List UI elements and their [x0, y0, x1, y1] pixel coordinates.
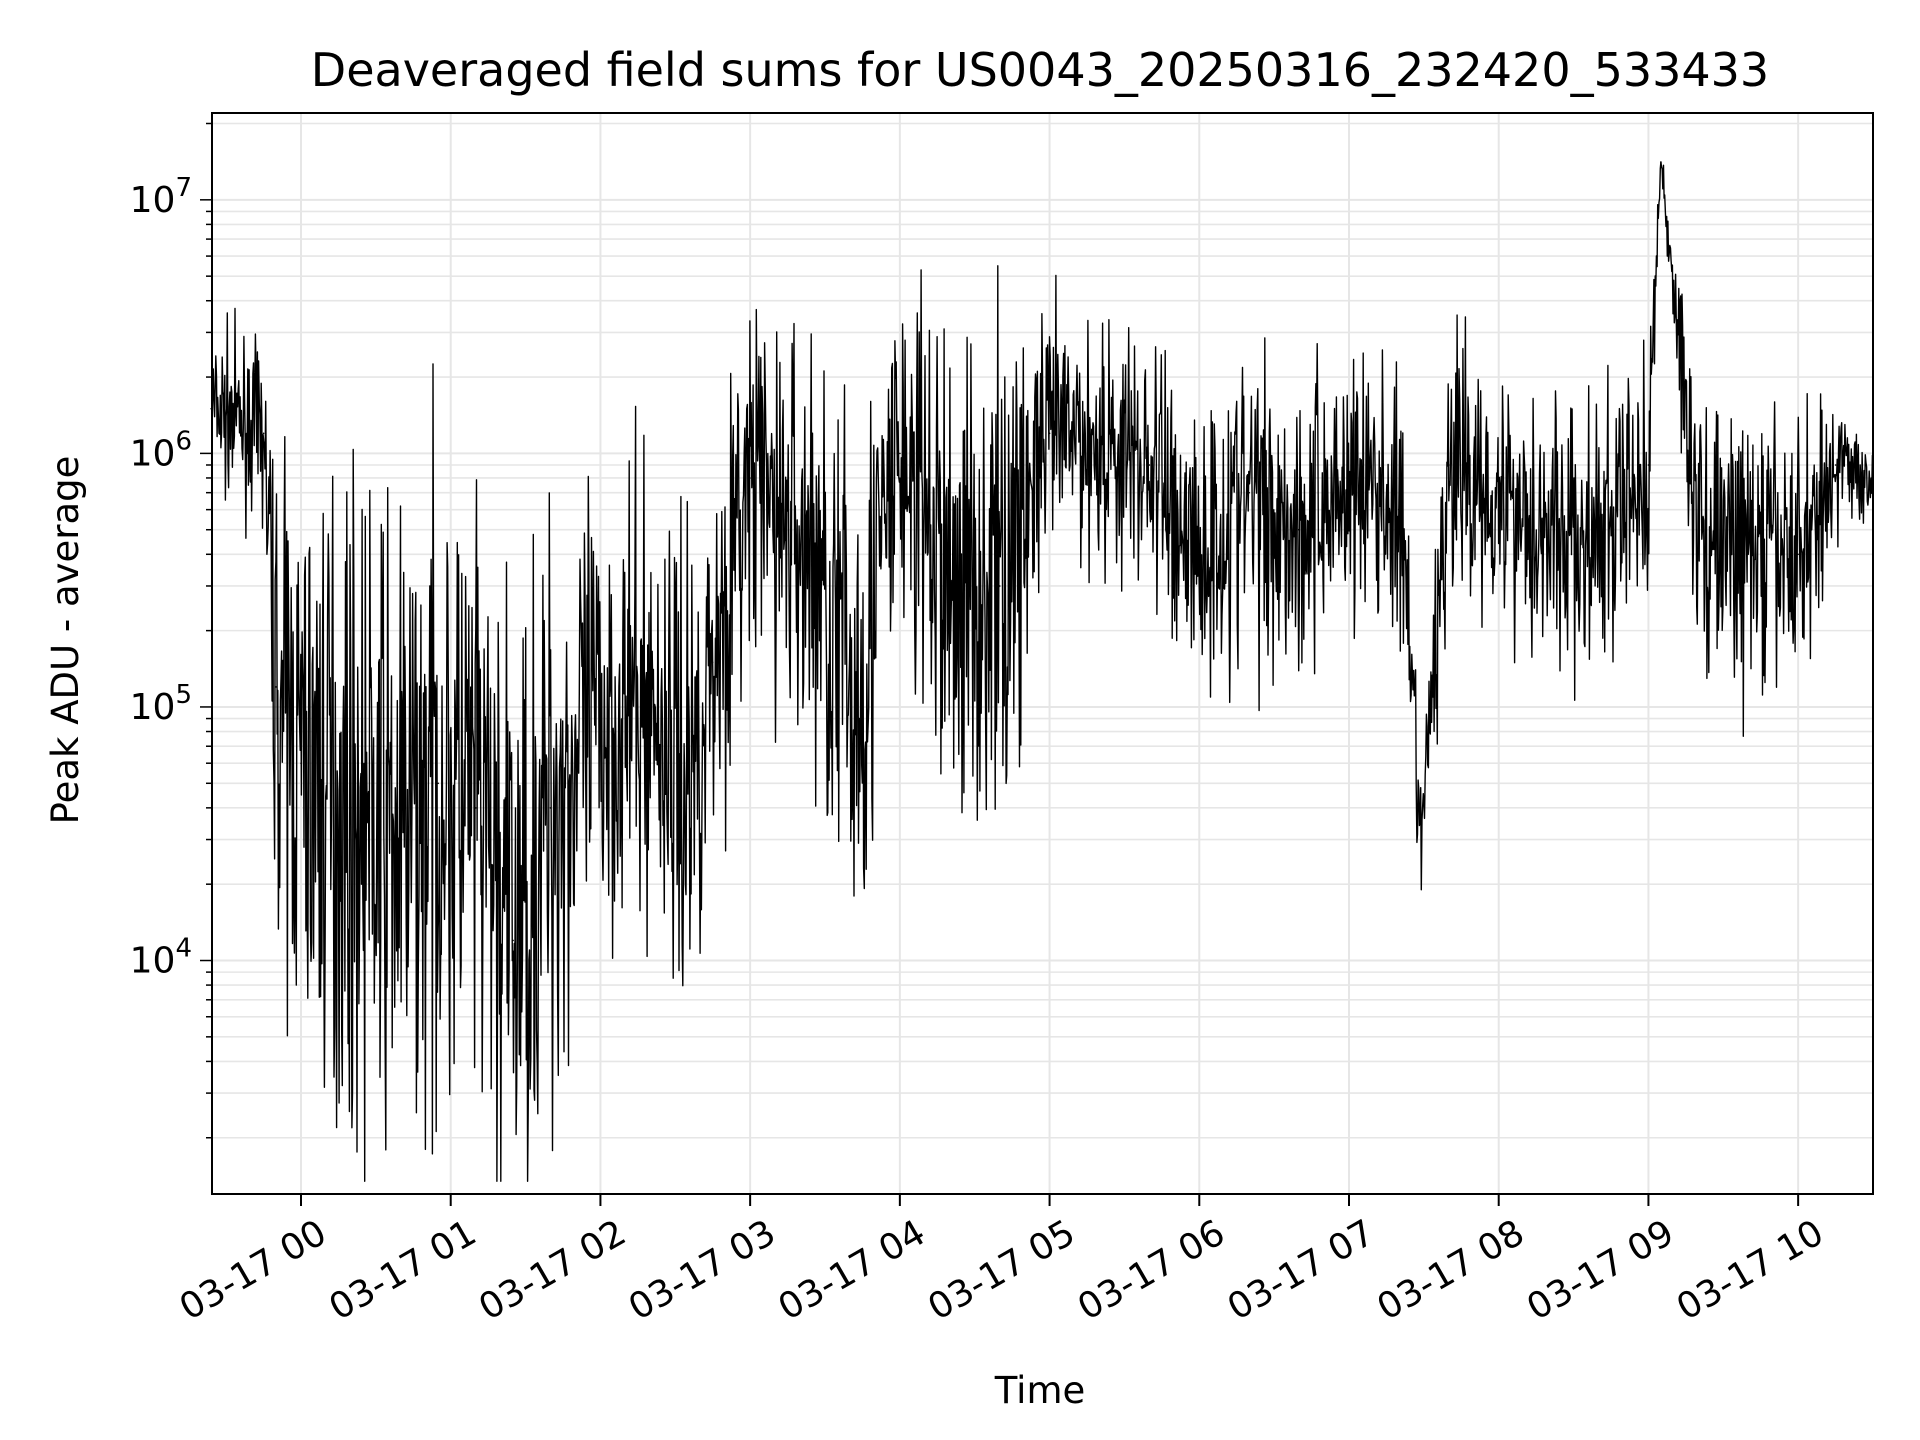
data-point	[811, 553, 814, 556]
data-point	[300, 762, 302, 764]
data-point	[599, 717, 602, 720]
data-point	[1348, 477, 1350, 479]
data-point	[1448, 464, 1450, 466]
data-point	[1697, 528, 1700, 531]
data-point	[549, 807, 552, 809]
data-point	[687, 782, 689, 785]
y-tick-label: 105	[130, 680, 192, 728]
data-point	[437, 782, 440, 785]
plot-area	[210, 161, 1874, 1183]
data-point	[1420, 838, 1423, 841]
data-point	[899, 452, 901, 455]
y-tick-label: 106	[130, 426, 192, 474]
data-point	[1048, 432, 1051, 435]
data-point	[350, 807, 352, 809]
data-point	[1148, 464, 1151, 466]
data-point	[1198, 553, 1201, 556]
data-point	[1597, 553, 1600, 556]
data-point	[275, 686, 277, 688]
data-point	[1647, 464, 1650, 466]
series-line	[211, 161, 1874, 1183]
data-point	[400, 838, 402, 841]
data-point	[749, 477, 751, 479]
grid	[212, 113, 1873, 1194]
data-point	[1098, 442, 1101, 444]
data-point	[474, 807, 477, 809]
chart-title: Deaveraged field sums for US0043_2025031…	[311, 43, 1769, 97]
data-point	[1547, 528, 1550, 531]
data-point	[1660, 162, 1662, 164]
y-axis-label: Peak ADU - average	[44, 456, 87, 825]
data-point	[1398, 508, 1400, 511]
data-point	[711, 661, 714, 664]
data-point	[1797, 553, 1799, 556]
data-point	[854, 706, 856, 708]
y-tick-label: 104	[130, 934, 192, 982]
data-point	[1747, 553, 1749, 556]
data-point	[1497, 491, 1500, 494]
data-point	[512, 939, 514, 942]
y-tick-label: 107	[130, 173, 192, 221]
plot-frame	[211, 112, 1874, 1195]
data-point	[1834, 464, 1837, 466]
data-point	[998, 585, 1001, 587]
data-point	[1298, 528, 1300, 531]
data-point	[262, 432, 265, 435]
data-point	[949, 585, 951, 587]
data-point	[649, 706, 652, 708]
x-axis-label: Time	[994, 1369, 1086, 1412]
data-point	[1248, 491, 1250, 494]
